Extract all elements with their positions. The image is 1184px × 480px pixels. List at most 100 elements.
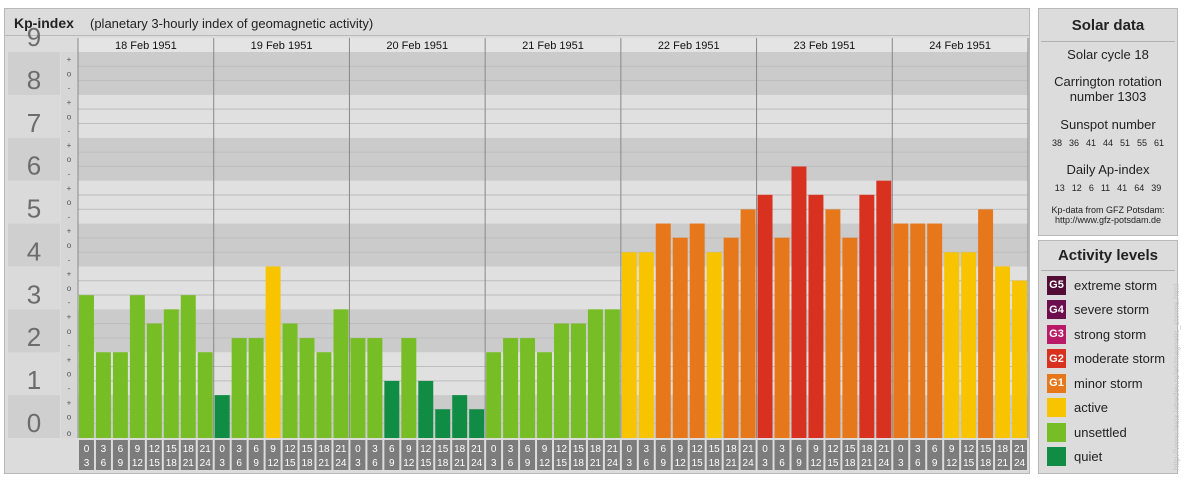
activity-levels-panel: Activity levels G5 extreme storm G4 severe …: [1038, 240, 1178, 474]
sub-tick-label: -: [68, 170, 71, 179]
sub-tick-label: o: [67, 413, 72, 422]
ap-value: 12: [1071, 183, 1082, 193]
legend-label: moderate storm: [1074, 351, 1166, 366]
x-tick-label: 9: [118, 458, 124, 469]
kp-bar: [537, 352, 552, 438]
x-tick-cell: [587, 440, 603, 470]
kp-bar: [129, 295, 145, 438]
x-tick-label: 18: [183, 444, 195, 455]
x-tick-label: 24: [878, 458, 890, 469]
legend-swatch: G4: [1047, 300, 1066, 319]
x-tick-label: 15: [149, 458, 161, 469]
x-tick-cell: [825, 440, 841, 470]
activity-levels-title: Activity levels: [1057, 247, 1159, 264]
kp-bar: [672, 237, 688, 438]
x-tick-label: 21: [607, 444, 619, 455]
x-tick-label: 15: [420, 458, 432, 469]
chart-title: Kp-index: [14, 15, 74, 31]
legend-label: quiet: [1074, 449, 1103, 464]
sunspot-value: 38: [1051, 138, 1062, 148]
kp-bar: [893, 223, 909, 438]
x-tick-cell: [706, 440, 722, 470]
sub-tick-label: o: [67, 155, 72, 164]
x-tick-label: 12: [149, 444, 161, 455]
sunspot-number-title: Sunspot number: [1060, 117, 1156, 132]
x-tick-label: 9: [677, 444, 683, 455]
x-tick-label: 0: [898, 444, 904, 455]
source-label: Kp-data from GFZ Potsdam:: [1051, 205, 1165, 215]
x-tick-label: 9: [932, 458, 938, 469]
y-tick-label: 2: [27, 322, 41, 352]
x-tick-cell: [740, 440, 756, 470]
x-tick-cell: [808, 440, 824, 470]
x-tick-cell: [537, 440, 552, 470]
x-tick-cell: [978, 440, 994, 470]
x-tick-label: 6: [118, 444, 124, 455]
x-tick-label: 6: [253, 444, 259, 455]
sub-tick-label: +: [67, 184, 72, 193]
kp-bar: [469, 409, 485, 438]
kp-chart: 0123456789+o-+o-+o-+o-+o-+o-+o-+o-+o-o18…: [8, 22, 1029, 470]
sub-tick-label: +: [67, 398, 72, 407]
kp-bar: [706, 252, 722, 438]
sub-tick-label: o: [67, 327, 72, 336]
x-tick-cell: [197, 440, 213, 470]
ap-values: 13 12 6 11 41 64 39: [1039, 183, 1177, 193]
x-tick-label: 6: [644, 458, 650, 469]
legend-item: quiet: [1047, 447, 1102, 467]
solar-data-title: Solar data: [1071, 17, 1145, 34]
x-tick-cell: [95, 440, 111, 470]
x-tick-cell: [265, 440, 281, 470]
kp-bar: [418, 380, 434, 438]
solar-cycle: Solar cycle 18: [1067, 47, 1149, 62]
kp-bar: [435, 409, 451, 438]
sunspot-value: 36: [1068, 138, 1079, 148]
kp-bar: [638, 252, 654, 438]
kp-bar: [112, 352, 128, 438]
x-tick-label: 0: [627, 444, 633, 455]
y-tick-label: 9: [27, 22, 41, 52]
day-label: 23 Feb 1951: [794, 40, 856, 52]
kp-bar: [961, 252, 977, 438]
ap-value: 41: [1117, 183, 1128, 193]
kp-bar: [825, 209, 841, 438]
kp-bar: [876, 180, 892, 438]
x-tick-label: 18: [590, 444, 602, 455]
x-tick-label: 6: [779, 458, 785, 469]
source-link[interactable]: http://www.gfz-potsdam.de: [1054, 215, 1162, 225]
x-tick-label: 18: [709, 458, 721, 469]
chart-title-bar: [4, 8, 1030, 36]
kp-bar: [910, 223, 926, 438]
x-tick-label: 21: [454, 458, 466, 469]
y-tick-label: 8: [27, 65, 41, 95]
grid-band: [78, 94, 1028, 138]
x-tick-label: 9: [949, 444, 955, 455]
kp-bar: [452, 395, 468, 438]
kp-bar: [333, 309, 349, 438]
kp-bar: [570, 323, 586, 438]
day-header-strip: [78, 38, 1028, 52]
x-tick-label: 18: [301, 458, 313, 469]
x-tick-cell: [554, 440, 569, 470]
sunspot-value: 41: [1085, 138, 1096, 148]
x-tick-label: 6: [932, 444, 938, 455]
sub-tick-label: +: [67, 270, 72, 279]
day-label: 19 Feb 1951: [251, 40, 313, 52]
sub-tick-label: +: [67, 355, 72, 364]
x-tick-label: 12: [810, 458, 822, 469]
y-tick-label: 5: [27, 194, 41, 224]
ap-index-title: Daily Ap-index: [1066, 162, 1150, 177]
x-tick-label: 0: [762, 444, 768, 455]
x-tick-label: 9: [525, 458, 531, 469]
x-tick-label: 0: [491, 444, 497, 455]
x-tick-label: 12: [556, 444, 568, 455]
x-tick-cell: [350, 440, 366, 470]
legend-item: unsettled: [1047, 422, 1127, 442]
sub-tick-label: o: [67, 284, 72, 293]
x-tick-cell: [604, 440, 620, 470]
x-tick-label: 3: [236, 444, 242, 455]
grid-band: [78, 137, 1028, 181]
x-tick-label: 3: [644, 444, 650, 455]
day-label: 21 Feb 1951: [522, 40, 584, 52]
x-tick-label: 18: [318, 444, 330, 455]
